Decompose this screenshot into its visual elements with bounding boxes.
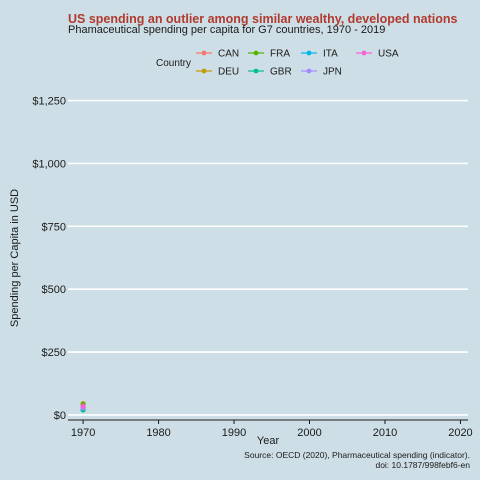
legend-label: CAN bbox=[218, 49, 239, 60]
legend-item-usa: USA bbox=[356, 49, 399, 60]
legend-item-gbr: GBR bbox=[248, 67, 292, 78]
legend-item-deu: DEU bbox=[196, 67, 239, 78]
x-tick-label: 1970 bbox=[71, 427, 95, 439]
legend-item-can: CAN bbox=[196, 49, 239, 60]
legend-key-point bbox=[361, 50, 367, 56]
legend-title: Country bbox=[156, 58, 191, 69]
y-tick-label: $750 bbox=[42, 221, 66, 233]
legend-label: USA bbox=[378, 49, 399, 60]
legend-label: FRA bbox=[270, 49, 290, 60]
legend-label: GBR bbox=[270, 67, 292, 78]
x-tick-label: 1980 bbox=[146, 427, 170, 439]
data-point-usa bbox=[80, 403, 86, 409]
legend: CAN DEU FRA GBR ITA JPN USA bbox=[196, 49, 399, 78]
caption-line-1: Source: OECD (2020), Pharmaceutical spen… bbox=[244, 450, 470, 460]
y-tick-label: $1,250 bbox=[32, 96, 66, 108]
y-tick-label: $1,000 bbox=[32, 158, 66, 170]
x-axis: 1970 1980 1990 2000 2010 2020 bbox=[68, 419, 473, 439]
chart-subtitle: Phamaceutical spending per capita for G7… bbox=[68, 24, 385, 36]
legend-key-point bbox=[253, 68, 259, 74]
x-tick-label: 1990 bbox=[222, 427, 246, 439]
legend-item-fra: FRA bbox=[248, 49, 290, 60]
y-tick-label: $500 bbox=[42, 284, 66, 296]
gridlines bbox=[68, 99, 468, 416]
x-tick-label: 2000 bbox=[297, 427, 321, 439]
legend-key-point bbox=[253, 50, 259, 56]
y-axis-title: Spending per Capita in USD bbox=[9, 189, 21, 327]
legend-key-point bbox=[306, 68, 312, 74]
data-points bbox=[80, 401, 86, 413]
y-tick-label: $0 bbox=[54, 410, 66, 422]
legend-key-point bbox=[306, 50, 312, 56]
x-tick-label: 2020 bbox=[448, 427, 472, 439]
y-tick-labels: $0 $250 $500 $750 $1,000 $1,250 bbox=[32, 96, 66, 422]
legend-label: ITA bbox=[323, 49, 338, 60]
legend-key-point bbox=[201, 50, 207, 56]
y-tick-label: $250 bbox=[42, 347, 66, 359]
x-tick-label: 2010 bbox=[373, 427, 397, 439]
chart-title: US spending an outlier among similar wea… bbox=[68, 12, 457, 26]
x-axis-title: Year bbox=[257, 435, 280, 447]
legend-item-ita: ITA bbox=[301, 49, 338, 60]
caption-line-2: doi: 10.1787/998febf6-en bbox=[375, 460, 470, 470]
legend-item-jpn: JPN bbox=[301, 67, 342, 78]
legend-label: JPN bbox=[323, 67, 342, 78]
legend-key-point bbox=[201, 68, 207, 74]
legend-label: DEU bbox=[218, 67, 239, 78]
